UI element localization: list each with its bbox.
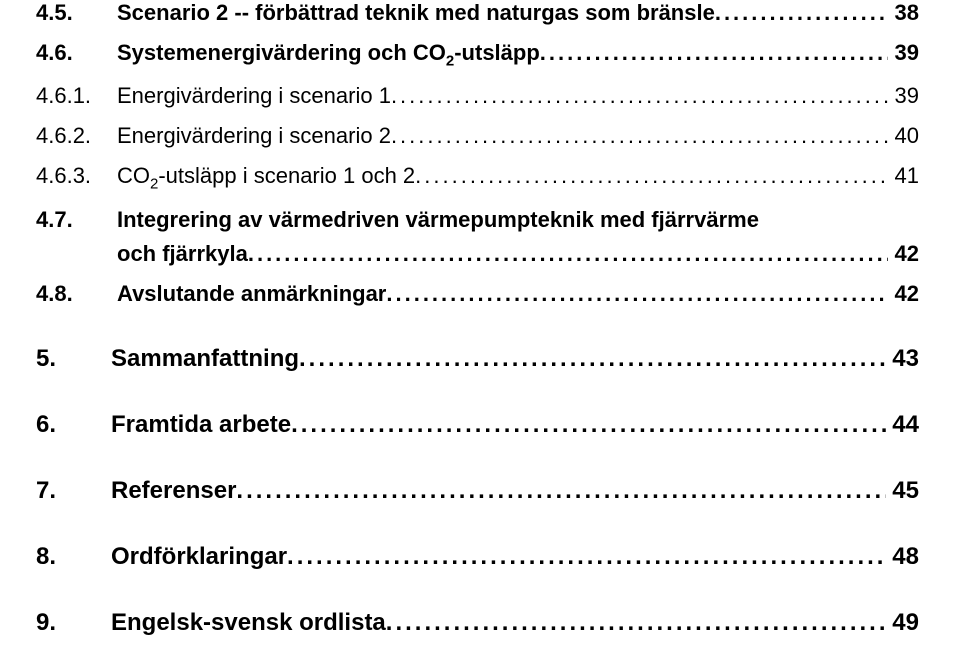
- toc-leader: ........................................…: [715, 0, 889, 26]
- toc-title: Sammanfattning: [111, 345, 299, 373]
- toc-number: 4.5.: [36, 0, 117, 26]
- toc-page: 45: [886, 477, 919, 505]
- toc-page: 43: [886, 345, 919, 373]
- toc-entry: 4.6.Systemenergivärdering och CO2-utsläp…: [36, 40, 919, 69]
- toc-entry-line2: och fjärrkyla ..........................…: [36, 241, 919, 267]
- toc-entry: 4.5.Scenario 2 -- förbättrad teknik med …: [36, 0, 919, 26]
- toc-number: 4.6.3.: [36, 163, 117, 189]
- toc-page: 41: [888, 163, 919, 189]
- toc-leader: ........................................…: [415, 163, 888, 189]
- toc-page: 40: [888, 123, 919, 149]
- toc-title: CO2-utsläpp i scenario 1 och 2: [117, 163, 415, 192]
- toc-number: 9.: [36, 609, 111, 637]
- toc-leader: ........................................…: [291, 411, 886, 439]
- toc-page: 44: [886, 411, 919, 439]
- toc-number: 4.7.: [36, 207, 117, 233]
- toc-entry: 4.8.Avslutande anmärkningar ............…: [36, 281, 919, 307]
- toc-page: 38: [888, 0, 919, 26]
- toc-leader: ........................................…: [248, 241, 889, 267]
- toc-entry: 5.Sammanfattning .......................…: [36, 345, 919, 373]
- toc-page: 42: [888, 241, 919, 267]
- toc-page: 39: [888, 40, 919, 66]
- toc-number: 7.: [36, 477, 111, 505]
- toc-leader: ........................................…: [391, 83, 888, 109]
- toc-entry: 7.Referenser ...........................…: [36, 477, 919, 505]
- toc-number: 6.: [36, 411, 111, 439]
- toc-entry: 8.Ordförklaringar ......................…: [36, 543, 919, 571]
- toc-number: 8.: [36, 543, 111, 571]
- toc-title: Energivärdering i scenario 1: [117, 83, 391, 109]
- toc-title: Referenser: [111, 477, 236, 505]
- toc-leader: ........................................…: [540, 40, 889, 66]
- toc-number: 4.6.2.: [36, 123, 117, 149]
- toc-title: Scenario 2 -- förbättrad teknik med natu…: [117, 0, 715, 26]
- toc-page: 39: [888, 83, 919, 109]
- toc-leader: ........................................…: [236, 477, 885, 505]
- toc-title: Systemenergivärdering och CO2-utsläpp: [117, 40, 540, 69]
- toc-number: 4.6.1.: [36, 83, 117, 109]
- toc-leader: ........................................…: [299, 345, 886, 373]
- toc-leader: ........................................…: [287, 543, 886, 571]
- toc-title: Energivärdering i scenario 2: [117, 123, 391, 149]
- toc-entry: 4.6.1.Energivärdering i scenario 1 .....…: [36, 83, 919, 109]
- toc-page: 49: [886, 609, 919, 637]
- toc-page: 42: [888, 281, 919, 307]
- toc-title: Framtida arbete: [111, 411, 291, 439]
- toc-title: Engelsk-svensk ordlista: [111, 609, 386, 637]
- toc-number: 4.8.: [36, 281, 117, 307]
- toc-title: Ordförklaringar: [111, 543, 287, 571]
- toc-entry: 4.6.3.CO2-utsläpp i scenario 1 och 2 ...…: [36, 163, 919, 192]
- toc-number: 5.: [36, 345, 111, 373]
- toc-title: och fjärrkyla: [117, 241, 248, 267]
- toc-page: 48: [886, 543, 919, 571]
- toc-entry: 9.Engelsk-svensk ordlista ..............…: [36, 609, 919, 637]
- toc-number: 4.6.: [36, 40, 117, 66]
- toc-entry: 6.Framtida arbete ......................…: [36, 411, 919, 439]
- toc-leader: ........................................…: [391, 123, 888, 149]
- toc-entry: 4.7.Integrering av värmedriven värmepump…: [36, 207, 919, 233]
- toc-title: Integrering av värmedriven värmepumptekn…: [117, 207, 759, 233]
- toc-entry: 4.6.2.Energivärdering i scenario 2 .....…: [36, 123, 919, 149]
- toc-leader: ........................................…: [386, 281, 888, 307]
- toc-title: Avslutande anmärkningar: [117, 281, 386, 307]
- toc-leader: ........................................…: [386, 609, 886, 637]
